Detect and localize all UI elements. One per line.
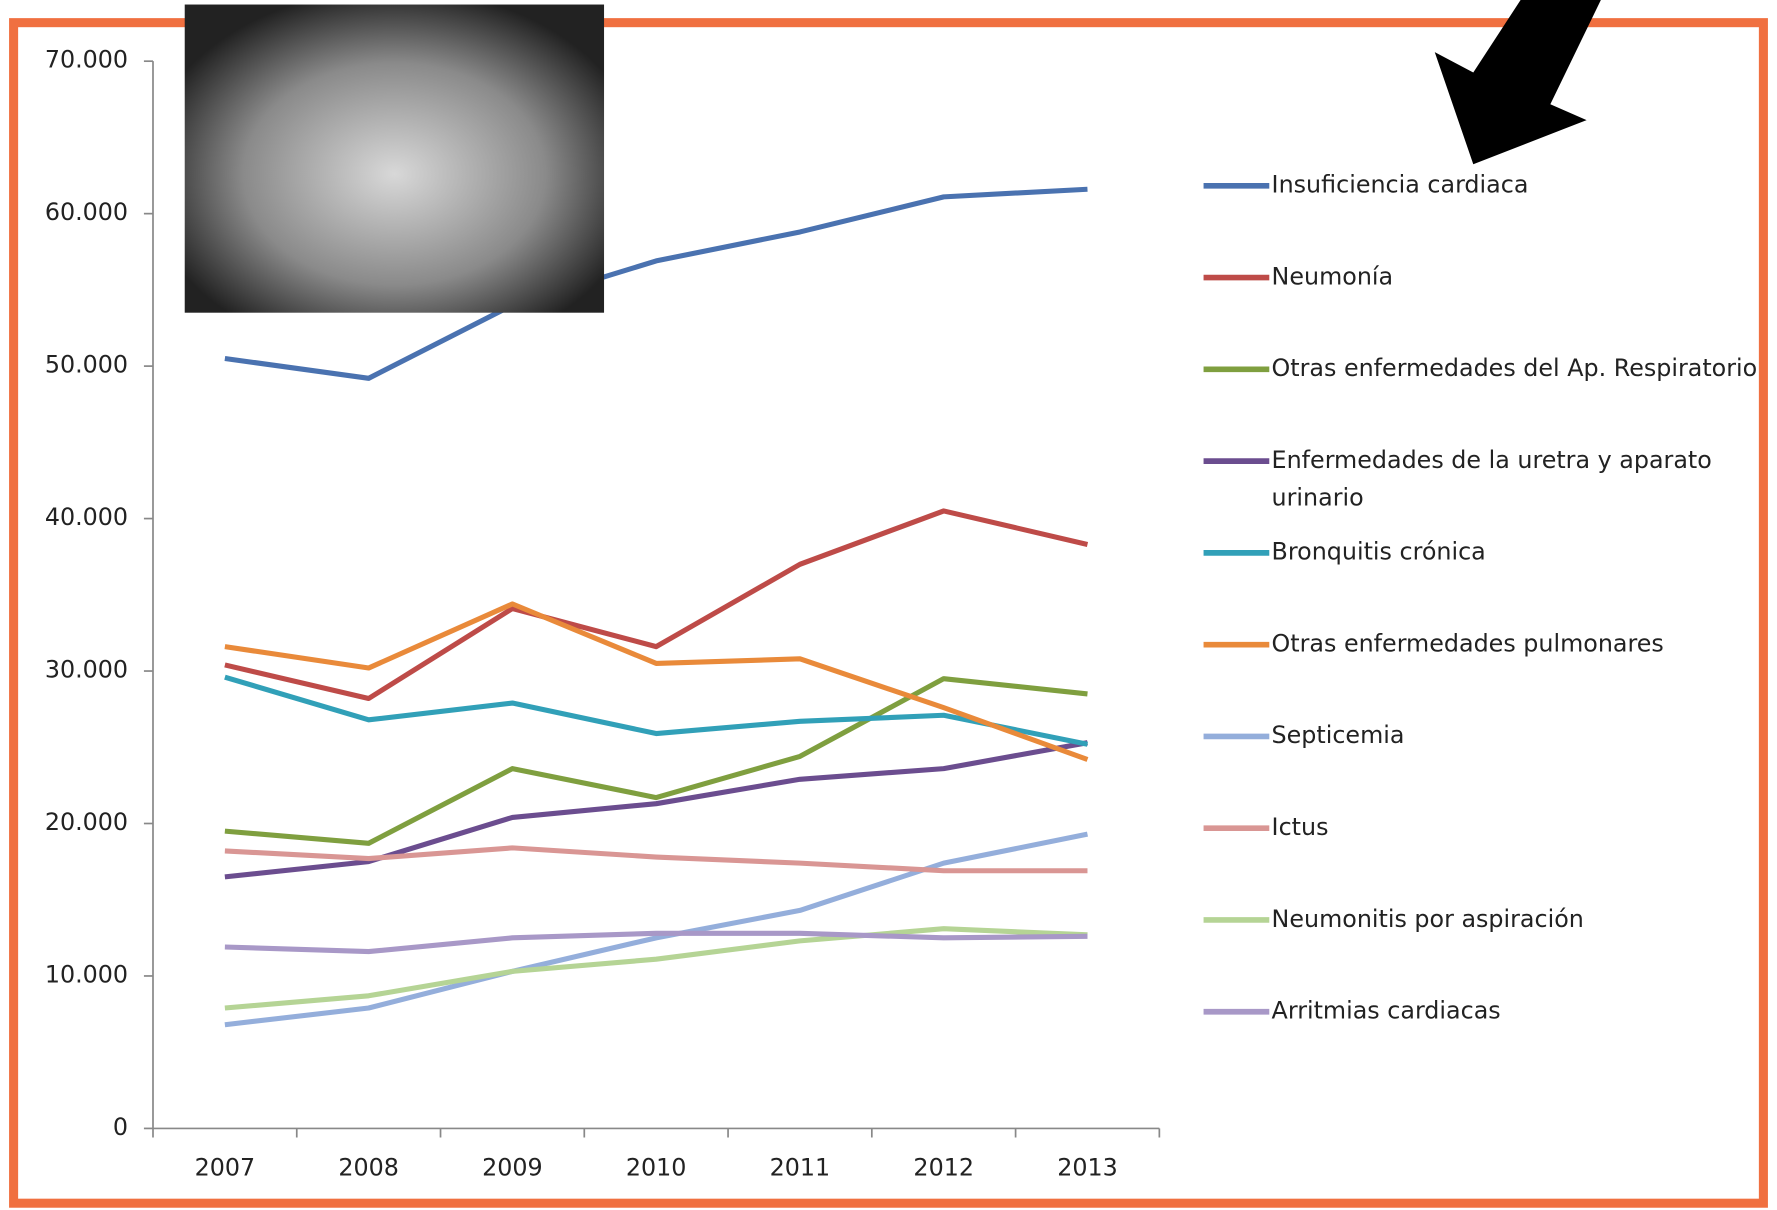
x-tick-label: 2007 [195, 1154, 256, 1182]
legend-label: Septicemia [1272, 717, 1771, 754]
legend-item: Arritmias cardiacas [1272, 992, 1771, 1083]
x-tick-label: 2009 [482, 1154, 543, 1182]
y-tick-label: 40.000 [45, 503, 128, 531]
legend-label: Ictus [1272, 809, 1771, 846]
legend-label: Insuficiencia cardiaca [1272, 167, 1771, 204]
y-tick-label: 70.000 [45, 46, 128, 74]
legend-item: Septicemia [1272, 717, 1771, 808]
chart: 0 10.000 20.000 30.000 40.000 50.000 60.000 70.… [0, 0, 1777, 1210]
x-tick-label: 2010 [626, 1154, 687, 1182]
legend-label: Enfermedades de la uretra y aparato urin… [1272, 442, 1771, 517]
legend-item: Insuficiencia cardiaca [1272, 167, 1771, 258]
legend-label: Neumonitis por aspiración [1272, 901, 1771, 938]
page: 0 10.000 20.000 30.000 40.000 50.000 60.000 70.… [0, 0, 1777, 1210]
y-tick-label: 30.000 [45, 656, 128, 684]
legend-item: Bronquitis crónica [1272, 534, 1771, 625]
y-tick-label: 60.000 [45, 198, 128, 226]
legend-label: Otras enfermedades pulmonares [1272, 625, 1771, 662]
legend-item: Otras enfermedades pulmonares [1272, 625, 1771, 716]
x-tick-label: 2008 [338, 1154, 399, 1182]
x-tick-label: 2013 [1057, 1154, 1118, 1182]
legend-item: Neumonitis por aspiración [1272, 901, 1771, 992]
legend-item: Ictus [1272, 809, 1771, 900]
legend-item: Enfermedades de la uretra y aparato urin… [1272, 442, 1771, 533]
legend-label: Bronquitis crónica [1272, 534, 1771, 571]
legend-label: Arritmias cardiacas [1272, 992, 1771, 1029]
x-tick-label: 2012 [913, 1154, 974, 1182]
y-tick-label: 20.000 [45, 808, 128, 836]
legend-item: Neumonía [1272, 258, 1771, 349]
x-tick-label: 2011 [770, 1154, 831, 1182]
y-tick-label: 50.000 [45, 351, 128, 379]
legend-item: Otras enfermedades del Ap. Respiratorio [1272, 350, 1771, 441]
y-tick-label: 10.000 [45, 960, 128, 988]
xray-image [185, 5, 604, 313]
legend: Insuficiencia cardiaca Neumonía Otras enfe… [1204, 167, 1771, 1084]
legend-label: Neumonía [1272, 258, 1771, 295]
legend-label: Otras enfermedades del Ap. Respiratorio [1272, 350, 1771, 387]
y-tick-label: 0 [113, 1113, 128, 1141]
